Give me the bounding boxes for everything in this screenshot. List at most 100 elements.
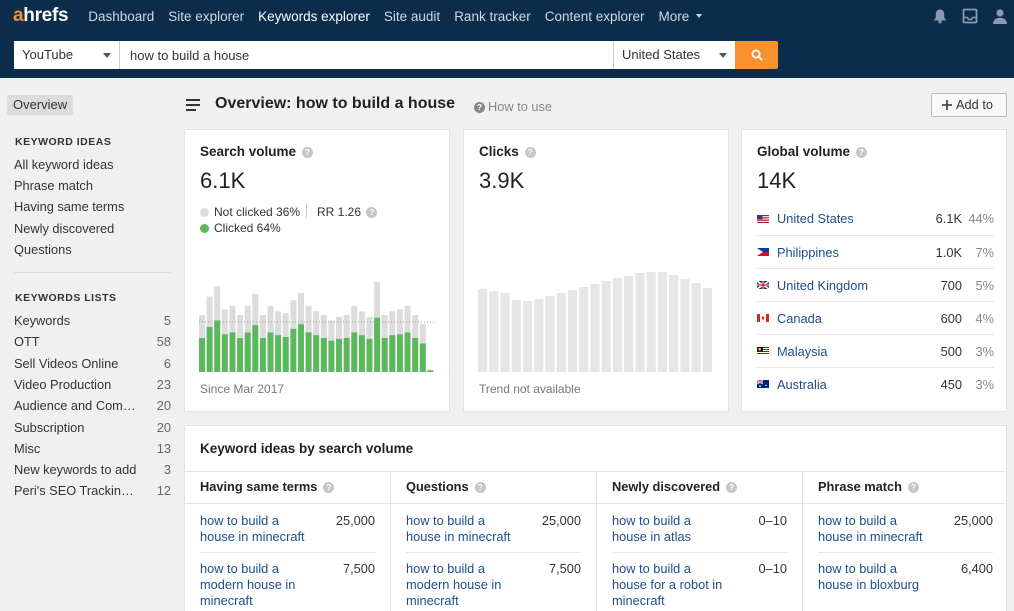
add-to-button[interactable]: Add to (931, 93, 1007, 117)
keyword-volume: 25,000 (953, 513, 993, 528)
source-select[interactable]: YouTube (14, 41, 120, 69)
us-flag-icon (757, 214, 769, 223)
country-volume: 500 (940, 343, 962, 359)
keyword-row: how to build a house for a robot in mine… (612, 561, 787, 611)
help-icon[interactable]: ? (366, 207, 378, 218)
keyword-ideas-column-header[interactable]: Newly discovered? (597, 472, 802, 504)
country-volume: 1.0K (935, 244, 962, 260)
country-percent: 4% (975, 310, 995, 326)
country-link[interactable]: Canada (777, 310, 822, 326)
column-header-label: Questions (406, 479, 469, 494)
nav-site-audit[interactable]: Site audit (383, 8, 441, 24)
trend-note: Trend not available (479, 382, 581, 396)
clicked-bar (374, 317, 381, 372)
search-volume-card: Search volume ? 6.1K Not clicked 36% Cli… (184, 129, 450, 412)
keyword-link[interactable]: how to build a house in bloxburg (818, 561, 920, 592)
sidebar-list-item[interactable]: Video Production (14, 376, 112, 392)
clicked-bar (313, 335, 320, 372)
trend-bar (657, 272, 667, 372)
help-icon[interactable]: ? (524, 147, 536, 158)
keyword-ideas-column: Questions? how to build a house in minecr… (391, 472, 597, 611)
help-icon[interactable]: ? (323, 482, 335, 493)
clicked-bar (366, 338, 373, 372)
keyword-link[interactable]: how to build a modern house in minecraft (406, 561, 502, 608)
sidebar-list-item[interactable]: Misc (14, 440, 41, 456)
search-volume-title-text: Search volume (200, 144, 297, 159)
keyword-ideas-column-header[interactable]: Having same terms? (185, 472, 390, 504)
sidebar-list-item[interactable]: New keywords to add (14, 462, 137, 478)
sidebar-list-count: 6 (163, 355, 171, 371)
keyword-ideas-column-header[interactable]: Questions? (391, 472, 596, 504)
clicked-bar (221, 334, 228, 372)
search-button[interactable] (735, 41, 778, 69)
help-icon[interactable]: ? (301, 147, 313, 158)
keyword-link[interactable]: how to build a house in minecraft (200, 513, 305, 544)
top-nav: ahrefs Dashboard Site explorer Keywords … (0, 0, 1014, 32)
sidebar-item-phrase-match[interactable]: Phrase match (14, 178, 93, 193)
keyword-input[interactable] (120, 41, 613, 69)
nav-content-explorer[interactable]: Content explorer (544, 8, 645, 24)
trend-bar (624, 276, 634, 372)
clicked-bar (267, 332, 274, 372)
keyword-link[interactable]: how to build a house in minecraft (406, 513, 511, 544)
chevron-down-icon (719, 53, 727, 58)
plus-icon (942, 100, 952, 110)
sidebar-item-newly-discovered[interactable]: Newly discovered (14, 221, 115, 236)
help-icon[interactable]: ? (474, 482, 486, 493)
country-link[interactable]: Australia (777, 376, 827, 392)
keyword-link[interactable]: how to build a house for a robot in mine… (612, 561, 723, 608)
sidebar-item-questions[interactable]: Questions (14, 242, 72, 257)
clicks-title: Clicks ? (479, 144, 536, 159)
sidebar-list-item[interactable]: Sell Videos Online (14, 355, 119, 371)
help-icon[interactable]: ? (726, 482, 738, 493)
sidebar-item-overview[interactable]: Overview (7, 95, 74, 115)
keyword-link[interactable]: how to build a modern house in minecraft (200, 561, 296, 608)
keyword-volume: 25,000 (541, 513, 581, 528)
country-select[interactable]: United States (613, 41, 735, 69)
ahrefs-logo[interactable]: ahrefs (13, 5, 69, 26)
nav-more[interactable]: More (659, 9, 703, 24)
clicks-value: 3.9K (479, 168, 525, 193)
help-icon[interactable]: ? (855, 147, 867, 158)
keyword-link[interactable]: how to build a house in minecraft (818, 513, 923, 544)
global-volume-row: United Kingdom 700 5% (757, 268, 994, 301)
country-percent: 3% (975, 343, 995, 359)
sidebar-list-item[interactable]: Keywords (14, 313, 71, 328)
sidebar-item-having-same-terms[interactable]: Having same terms (14, 199, 125, 214)
ph-flag-icon (757, 248, 769, 256)
column-header-label: Having same terms (200, 479, 318, 494)
help-icon[interactable]: ? (907, 482, 919, 493)
country-percent: 3% (975, 376, 995, 392)
nav-site-explorer[interactable]: Site explorer (168, 8, 245, 24)
sidebar-list-count: 20 (156, 398, 171, 414)
country-link[interactable]: Malaysia (777, 343, 828, 359)
search-icon (751, 49, 763, 61)
country-link[interactable]: United Kingdom (777, 277, 869, 293)
how-to-use-link[interactable]: ? How to use (472, 99, 552, 114)
nav-dashboard[interactable]: Dashboard (88, 8, 155, 24)
add-to-label: Add to (956, 97, 993, 112)
sidebar-item-all-keyword-ideas[interactable]: All keyword ideas (14, 157, 114, 172)
nav-keywords-explorer[interactable]: Keywords explorer (258, 8, 370, 24)
trend-bar (500, 293, 510, 372)
trend-bar (534, 299, 544, 372)
country-link[interactable]: Philippines (777, 244, 839, 260)
global-volume-row: Malaysia 500 3% (757, 334, 994, 367)
menu-icon[interactable] (186, 99, 200, 111)
search-volume-chart (199, 281, 435, 372)
bell-icon[interactable] (932, 8, 948, 24)
inbox-icon[interactable] (962, 8, 978, 24)
sidebar-list-item[interactable]: Subscription (14, 419, 85, 435)
keyword-row: how to build a house in minecraft 25,000 (406, 513, 581, 553)
sidebar-list-item[interactable]: Peri's SEO Trackin… (14, 483, 134, 499)
user-icon[interactable] (992, 8, 1008, 24)
keyword-link[interactable]: how to build a house in atlas (612, 513, 691, 544)
sidebar-list-item[interactable]: Audience and Com… (14, 398, 136, 414)
keyword-ideas-column-header[interactable]: Phrase match? (803, 472, 1008, 504)
nav-rank-tracker[interactable]: Rank tracker (454, 8, 531, 24)
country-link[interactable]: United States (777, 211, 854, 226)
chevron-down-icon (103, 53, 111, 58)
sidebar-list-item[interactable]: OTT (14, 334, 40, 350)
search-volume-title: Search volume ? (200, 144, 313, 159)
clicked-bar (252, 325, 259, 372)
